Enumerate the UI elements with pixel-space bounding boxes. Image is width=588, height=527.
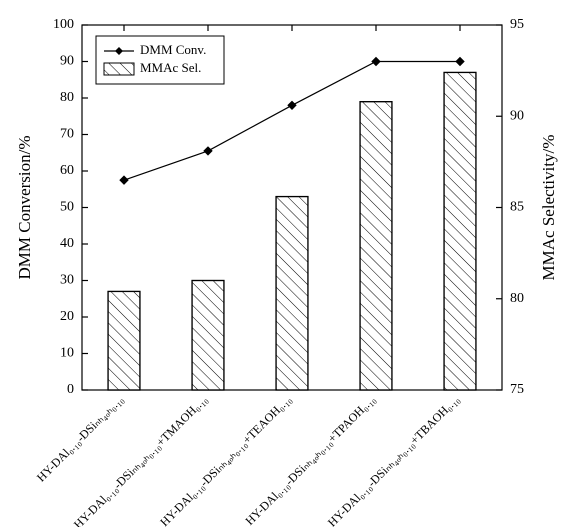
- dual-axis-chart: 0 10 20 30 40 50 60 70 80 90 100 DMM Conversion/% 75…: [0, 0, 588, 527]
- bar: [276, 197, 308, 390]
- y-right-tick-label: 95: [510, 17, 524, 32]
- bar: [360, 102, 392, 390]
- y-left-axis-label: DMM Conversion/%: [15, 135, 34, 279]
- bar: [444, 72, 476, 390]
- y-left-tick-label: 0: [67, 382, 74, 397]
- y-right-tick-label: 80: [510, 291, 524, 306]
- y-right-axis-label: MMAc Selectivity/%: [539, 135, 558, 281]
- y-right-tick-label: 75: [510, 382, 524, 397]
- y-left-tick-label: 40: [60, 236, 74, 251]
- y-left-tick-label: 20: [60, 309, 74, 324]
- y-right-tick-label: 85: [510, 200, 524, 215]
- y-left-tick-label: 80: [60, 90, 74, 105]
- y-right-tick-label: 90: [510, 108, 524, 123]
- legend-label: DMM Conv.: [140, 42, 206, 57]
- legend-label: MMAc Sel.: [140, 60, 201, 75]
- y-left-tick-label: 30: [60, 273, 74, 288]
- y-left-tick-label: 50: [60, 200, 74, 215]
- y-left-tick-label: 100: [53, 17, 74, 32]
- legend: DMM Conv. MMAc Sel.: [96, 36, 224, 84]
- y-left-tick-label: 60: [60, 163, 74, 178]
- bar: [108, 291, 140, 390]
- y-left-tick-label: 10: [60, 346, 74, 361]
- bar: [192, 281, 224, 391]
- y-left-tick-label: 70: [60, 127, 74, 142]
- y-left-tick-label: 90: [60, 54, 74, 69]
